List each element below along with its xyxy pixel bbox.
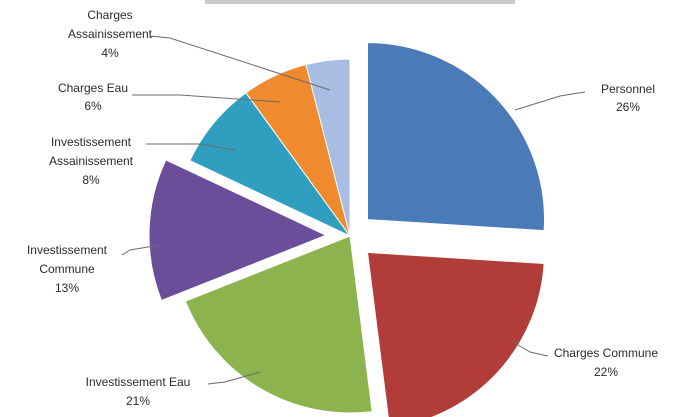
slice-percent-investissement-assainissement: 8% (82, 173, 100, 187)
leader-line-charges-commune (509, 339, 549, 357)
leader-line-charges-eau (132, 94, 281, 103)
slice-label-investissement-eau: Investissement Eau (86, 375, 191, 389)
pie-slice-charges-commune (366, 251, 545, 417)
slice-label-investissement-assainissement-line-1: Investissement (51, 135, 132, 149)
leader-line-investissement-assainissement (146, 143, 236, 151)
slice-label-charges-assainissement-line-1: Charges (87, 8, 132, 22)
leader-line-charges-assainissement (149, 35, 331, 91)
slice-label-investissement-commune-line-1: Investissement (27, 243, 108, 257)
leader-lines (121, 35, 586, 385)
slice-label-charges-commune: Charges Commune (554, 346, 658, 360)
slice-label-personnel: Personnel (601, 82, 655, 96)
pie-slice-investissement-assainissement (189, 92, 351, 237)
leader-line-investissement-commune (121, 244, 161, 256)
chart-title-cropped (205, 0, 515, 4)
slice-labels: Personnel 26% Charges Commune 22% Investisse… (27, 8, 658, 408)
slice-label-charges-assainissement-line-2: Assainissement (68, 27, 153, 41)
pie-slices (148, 42, 545, 417)
pie-slice-charges-assainissement (305, 58, 351, 237)
leader-line-investissement-eau (207, 371, 261, 385)
pie-slice-personnel (366, 42, 545, 232)
slice-percent-personnel: 26% (616, 100, 640, 114)
slice-label-investissement-commune-line-2: Commune (39, 262, 95, 276)
slice-percent-charges-commune: 22% (594, 365, 618, 379)
slice-percent-charges-assainissement: 4% (101, 46, 119, 60)
slice-percent-investissement-commune: 13% (55, 281, 79, 295)
pie-slice-investissement-eau (184, 235, 373, 414)
slice-label-charges-eau: Charges Eau (58, 81, 128, 95)
slice-percent-investissement-eau: 21% (126, 394, 150, 408)
pie-slice-investissement-commune (148, 159, 328, 302)
leader-line-personnel (514, 91, 586, 111)
slice-label-investissement-assainissement-line-2: Assainissement (49, 154, 134, 168)
slice-percent-charges-eau: 6% (84, 99, 102, 113)
